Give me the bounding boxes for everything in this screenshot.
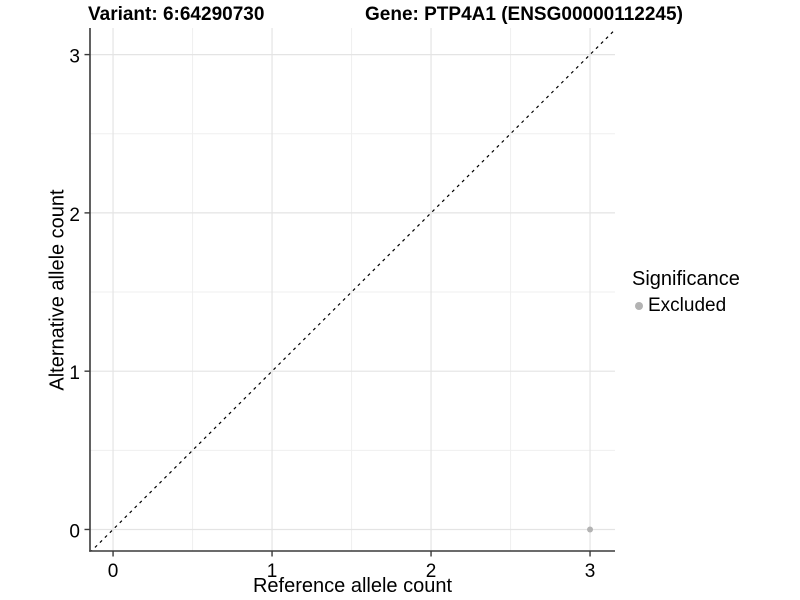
plot-title-gene: Gene: PTP4A1 (ENSG00000112245): [365, 4, 683, 25]
y-axis-label: Alternative allele count: [46, 189, 69, 391]
y-tick-label: 1: [69, 363, 80, 384]
y-tick-label: 2: [69, 205, 80, 226]
x-tick-label: 3: [585, 561, 596, 582]
x-tick-label: 2: [426, 561, 437, 582]
x-axis-label: Reference allele count: [252, 575, 452, 597]
identity-line: [90, 28, 615, 551]
x-tick-label: 1: [267, 561, 278, 582]
data-point: [587, 526, 594, 533]
legend: Significance Excluded: [632, 267, 740, 317]
legend-title: Significance: [632, 268, 740, 290]
plot-title-variant: Variant: 6:64290730: [88, 4, 265, 25]
legend-key-dot-icon: [635, 302, 643, 310]
x-tick-label: 0: [108, 561, 119, 582]
y-tick-label: 0: [69, 521, 80, 542]
legend-entry: Excluded: [632, 295, 740, 317]
legend-entry-label: Excluded: [648, 295, 727, 316]
y-tick-label: 3: [69, 47, 80, 68]
